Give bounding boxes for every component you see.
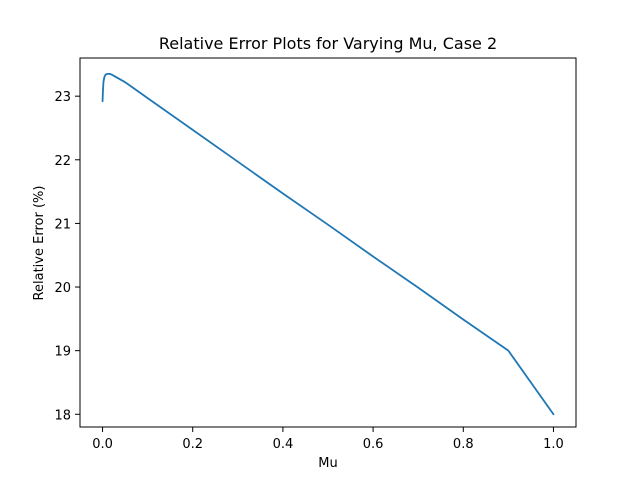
series-line-0 bbox=[101, 73, 555, 416]
x-tick-label: 0.4 bbox=[273, 437, 294, 452]
x-tick-label: 1.0 bbox=[543, 437, 564, 452]
y-axis-label: Relative Error (%) bbox=[32, 186, 47, 301]
x-tick-label: 0.2 bbox=[182, 437, 203, 452]
y-axis-ticks: 18 19 20 21 22 23 bbox=[54, 90, 80, 423]
x-tick-label: 0.6 bbox=[363, 437, 384, 452]
chart-title: Relative Error Plots for Varying Mu, Cas… bbox=[159, 34, 497, 53]
y-tick-label: 19 bbox=[54, 345, 71, 360]
y-tick-label: 22 bbox=[54, 154, 71, 169]
y-tick-label: 21 bbox=[54, 217, 71, 232]
x-axis-label: Mu bbox=[318, 456, 337, 471]
y-tick-label: 23 bbox=[54, 90, 71, 105]
x-axis-ticks: 0.0 0.2 0.4 0.6 0.8 1.0 bbox=[92, 427, 564, 452]
plot-lines bbox=[101, 73, 555, 416]
x-tick-label: 0.0 bbox=[92, 437, 113, 452]
x-tick-label: 0.8 bbox=[453, 437, 474, 452]
y-tick-label: 20 bbox=[54, 281, 71, 296]
y-tick-label: 18 bbox=[54, 408, 71, 423]
plot-frame bbox=[79, 57, 577, 428]
